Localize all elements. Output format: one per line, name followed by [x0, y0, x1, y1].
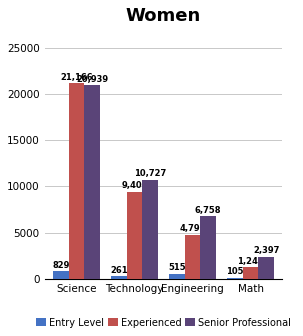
Bar: [169, 274, 185, 279]
Text: 9,402: 9,402: [121, 181, 148, 190]
Bar: [111, 277, 127, 279]
Text: 4,793: 4,793: [179, 224, 206, 233]
Bar: [53, 271, 69, 279]
Bar: [142, 180, 158, 279]
Text: 20,939: 20,939: [76, 75, 108, 84]
Bar: [69, 83, 84, 279]
Text: 1,245: 1,245: [237, 257, 264, 266]
Legend: Entry Level, Experienced, Senior Professional: Entry Level, Experienced, Senior Profess…: [32, 314, 295, 332]
Bar: [243, 267, 258, 279]
Text: 2,397: 2,397: [253, 246, 279, 255]
Text: 105: 105: [226, 267, 244, 276]
Text: 21,166: 21,166: [60, 73, 93, 82]
Bar: [127, 192, 142, 279]
Text: 261: 261: [110, 266, 128, 275]
Text: 515: 515: [168, 263, 186, 272]
Bar: [227, 278, 243, 279]
Bar: [200, 216, 216, 279]
Bar: [84, 85, 100, 279]
Bar: [258, 257, 274, 279]
Text: 829: 829: [52, 260, 69, 269]
Bar: [185, 235, 200, 279]
Text: 6,758: 6,758: [195, 206, 221, 215]
Title: Women: Women: [126, 7, 201, 25]
Text: 10,727: 10,727: [134, 169, 166, 178]
